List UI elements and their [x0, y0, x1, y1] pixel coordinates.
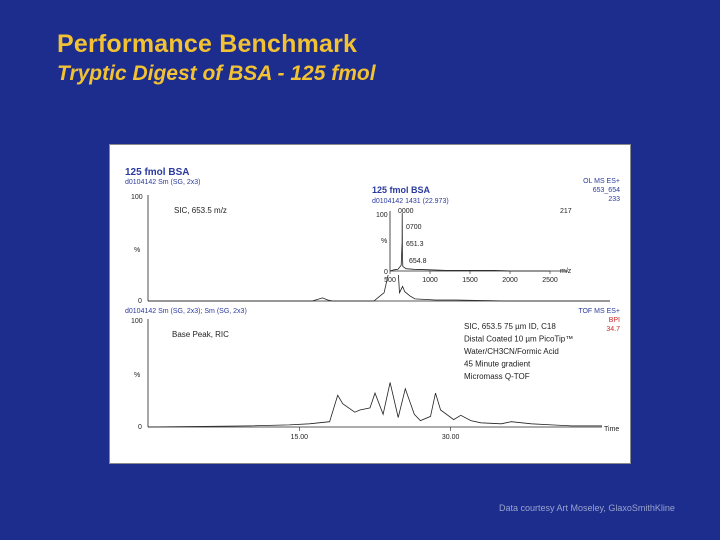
data-credit: Data courtesy Art Moseley, GlaxoSmithKli…: [499, 503, 675, 513]
inset-ytick-0: 0: [384, 269, 388, 276]
top-chart-channel: OL MS ES+: [583, 178, 620, 185]
bpi-trace-label: Base Peak, RIC: [172, 330, 229, 339]
inset-spectrum-line: [389, 212, 550, 272]
top-chart-file: d0104142 Sm (SG, 2x3): [125, 179, 201, 186]
bottom-ytick-100: 100: [131, 318, 143, 325]
condition-line: Micromass Q-TOF: [464, 372, 530, 381]
inset-chart-file: d0104142 1431 (22.973): [372, 198, 449, 205]
sic-trace-label: SIC, 653.5 m/z: [174, 206, 227, 215]
inset-xtick-label: 500: [384, 277, 396, 284]
chromatogram-figure: 125 fmol BSA d0104142 Sm (SG, 2x3) OL MS…: [109, 144, 631, 464]
inset-peak-label-217: 217: [560, 208, 572, 215]
top-chart-mass: 653_654: [593, 187, 620, 194]
inset-xtick-label: 1500: [462, 277, 478, 284]
bottom-xtick-label: 15.00: [291, 434, 309, 441]
inset-xtick-label: 2000: [502, 277, 518, 284]
bottom-chart-intensity: 34.7: [606, 326, 620, 333]
inset-xtick-label: 2500: [542, 277, 558, 284]
inset-peak-label-651: 651.3: [406, 241, 424, 248]
inset-chart-title: 125 fmol BSA: [372, 185, 431, 195]
bpi-trace-line: [147, 382, 602, 428]
conditions-list: SIC, 653.5 75 µm ID, C18 Distal Coated 10…: [464, 322, 573, 381]
inset-peak-label-654: 654.8: [409, 258, 427, 265]
slide-title: Performance Benchmark: [57, 30, 358, 58]
bottom-chart-channel: TOF MS ES+: [578, 308, 620, 315]
inset-ylabel: %: [381, 238, 387, 245]
inset-xlabel: m/z: [560, 268, 572, 275]
top-ytick-0: 0: [138, 298, 142, 305]
condition-line: SIC, 653.5 75 µm ID, C18: [464, 322, 556, 331]
top-chart-title: 125 fmol BSA: [125, 167, 189, 178]
inset-x-ticks: 500 1000 1500 2000 2500: [384, 271, 558, 284]
inset-xtick-label: 1000: [422, 277, 438, 284]
bottom-ytick-0: 0: [138, 424, 142, 431]
inset-peak-label-1: 0000: [398, 208, 414, 215]
bottom-x-ticks: 15.00 30.00: [291, 427, 460, 441]
inset-ytick-100: 100: [376, 212, 388, 219]
top-ytick-100: 100: [131, 194, 143, 201]
top-ylabel: %: [134, 247, 140, 254]
slide-subtitle: Tryptic Digest of BSA - 125 fmol: [57, 62, 376, 85]
inset-background: [358, 189, 574, 275]
condition-line: Distal Coated 10 µm PicoTip™: [464, 335, 573, 344]
bottom-chart-file: d0104142 Sm (SG, 2x3); Sm (SG, 2x3): [125, 308, 247, 315]
inset-peak-label-2: 0700: [406, 224, 422, 231]
bottom-xtick-label: 30.00: [442, 434, 460, 441]
top-chart-intensity: 233: [608, 196, 620, 203]
bottom-ylabel: %: [134, 372, 140, 379]
bottom-chart-trace: BPI: [609, 317, 620, 324]
condition-line: 45 Minute gradient: [464, 360, 531, 369]
bottom-xlabel: Time: [604, 426, 619, 433]
chromatogram-svg: 125 fmol BSA d0104142 Sm (SG, 2x3) OL MS…: [125, 167, 620, 441]
sic-trace-line: [148, 196, 610, 302]
condition-line: Water/CH3CN/Formic Acid: [464, 347, 559, 356]
